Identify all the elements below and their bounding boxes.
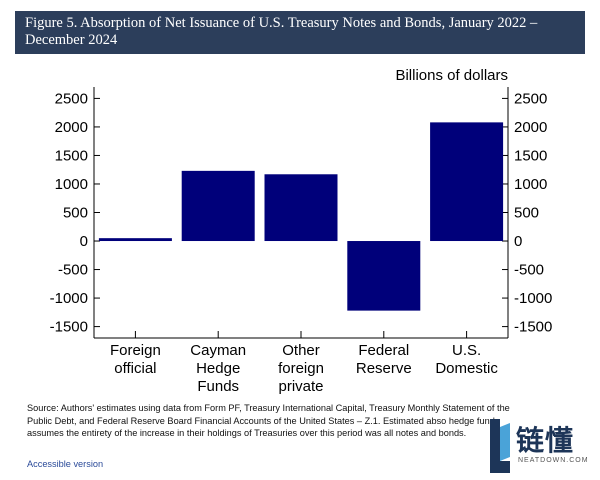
y-tick-label-left: 500 [63,205,88,222]
y-tick-label-left: -1000 [50,290,88,307]
y-tick-label-right: -500 [514,262,544,279]
y-tick-label-right: 0 [514,233,522,250]
bar-chart: Billions of dollars 2500 2000 1500 1000 500 0… [50,67,553,395]
logo-l-icon [490,419,510,473]
y-axis-right: 2500 2000 1500 1000 500 0 -500 -1000 -1500 [502,90,552,336]
y-tick-label-left: -1500 [50,319,88,336]
x-tick-label: Reserve [356,360,412,377]
y-tick-label-left: -500 [58,262,88,279]
x-tick-label: Other [282,342,320,359]
y-tick-label-right: 2500 [514,90,547,107]
y-tick-label-left: 2500 [55,90,88,107]
y-tick-label-right: 500 [514,205,539,222]
x-tick-label: Domestic [435,360,498,377]
y-tick-label-right: 1500 [514,147,547,164]
x-tick-label: Federal [358,342,409,359]
bar-2 [264,174,338,242]
y-axis-left: 2500 2000 1500 1000 500 0 -500 -1000 -1500 [50,90,100,336]
y-tick-label-left: 1500 [55,147,88,164]
y-tick-label-left: 1000 [55,176,88,193]
x-tick-label: Foreign [110,342,161,359]
bar-3 [347,241,421,311]
y-tick-label-right: -1500 [514,319,552,336]
figure-title: Figure 5. Absorption of Net Issuance of … [15,11,585,54]
x-tick-label: U.S. [452,342,481,359]
bar-0 [98,238,172,242]
x-tick-label: Hedge [196,360,240,377]
watermark-logo: 链懂 NEATDOWN.COM [488,417,596,475]
bar-1 [181,170,255,242]
accessible-version-link[interactable]: Accessible version [27,459,104,469]
watermark-text: 链懂 [516,424,575,457]
y-tick-label-right: -1000 [514,290,552,307]
watermark-subtext: NEATDOWN.COM [518,457,589,464]
source-note: Source: Authors' estimates using data fr… [27,403,510,438]
y-tick-label-left: 2000 [55,119,88,136]
bar-4 [430,122,504,242]
y-tick-label-right: 2000 [514,119,547,136]
x-tick-label: private [278,378,323,395]
x-tick-label: official [114,360,156,377]
x-tick-label: Funds [197,378,239,395]
unit-label: Billions of dollars [395,67,508,84]
x-tick-label: Cayman [190,342,246,359]
bars [98,122,504,311]
x-tick-label: foreign [278,360,324,377]
y-tick-label-right: 1000 [514,176,547,193]
y-tick-label-left: 0 [80,233,88,250]
